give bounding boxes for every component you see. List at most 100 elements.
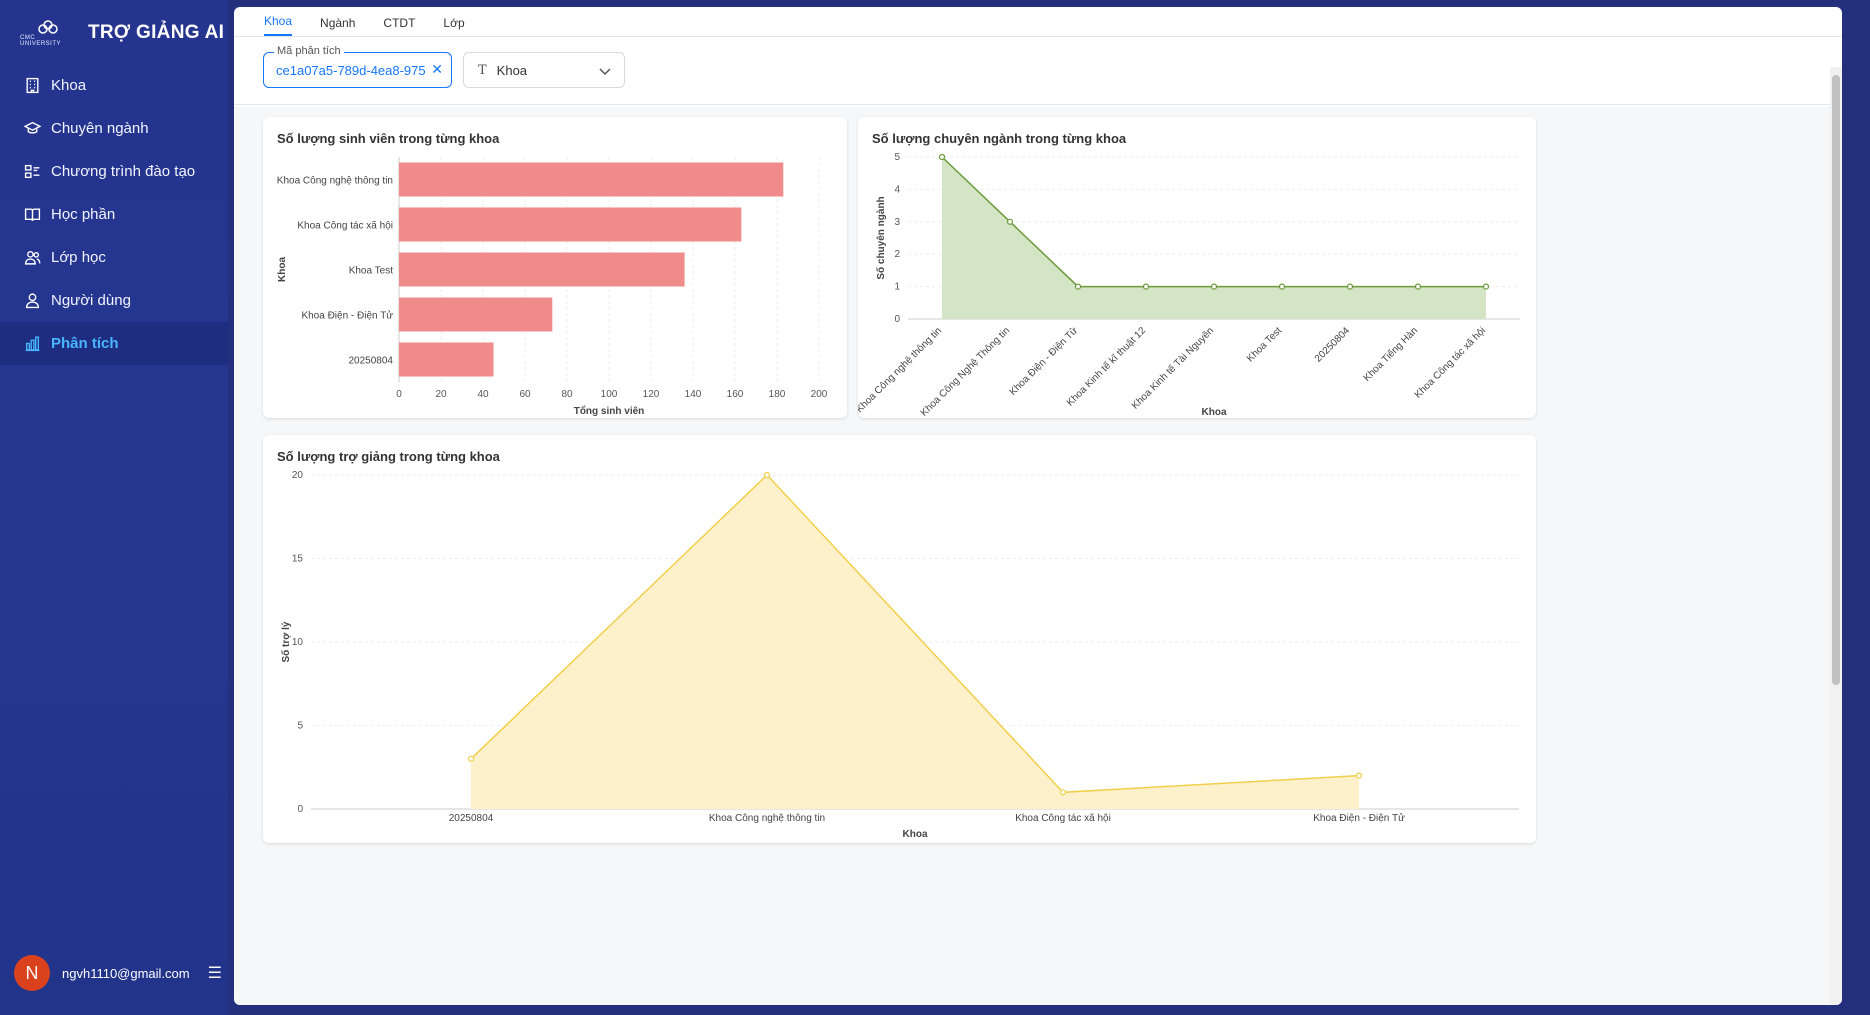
sidebar-item-label: Phân tích [51,335,119,352]
y-tick-label: Khoa Công tác xã hội [297,221,393,232]
data-point [1059,789,1067,796]
x-tick-label: Khoa Điện - Điện Tử [1007,324,1080,397]
sidebar-item-label: Lớp học [51,249,106,266]
brand: CMC UNIVERSITY TRỢ GIẢNG AI [20,18,224,48]
university-logo-icon: CMC UNIVERSITY [20,18,76,48]
tab-lop[interactable]: Lớp [443,16,465,30]
data-point [1278,283,1286,290]
tab-bar: Khoa Ngành CTDT Lớp [234,7,1842,37]
sidebar-item-phan-tich[interactable]: Phân tích [0,322,228,365]
clear-icon[interactable]: ✕ [431,61,443,77]
series-line [470,473,1360,794]
text-type-icon: T [478,62,487,78]
sidebar-item-label: Người dùng [51,292,131,309]
x-axis-label: Khoa [1202,407,1227,418]
sidebar-item-label: Chuyên ngành [51,120,149,137]
tab-ctdt[interactable]: CTDT [383,16,416,30]
y-axis-label: Khoa [277,257,288,282]
x-tick-label: 100 [601,389,618,400]
bar [399,162,784,197]
scrollbar[interactable] [1830,67,1842,1005]
area-fill [471,475,1359,809]
data-point [1210,283,1218,290]
sidebar-item-label: Học phần [51,206,116,223]
majors-chart-card: Số lượng chuyên ngành trong từng khoa 0 1… [858,117,1536,418]
x-axis-label: Khoa [903,829,928,840]
y-tick-label: 0 [297,804,303,815]
x-tick-label: Khoa Công tác xã hội [1015,813,1111,824]
sidebar-item-hoc-phan[interactable]: Học phần [0,193,228,236]
chart-title: Số lượng chuyên ngành trong từng khoa [872,131,1127,146]
x-tick-label: 20250804 [1313,325,1353,365]
analysis-id-input[interactable]: ce1a07a5-789d-4ea8-975 [276,63,426,78]
assistants-chart-card: Số lượng trợ giảng trong từng khoa 0 5 10 1… [263,435,1536,843]
x-tick-label: 60 [519,389,531,400]
book-icon [24,208,41,222]
y-tick-label: 15 [292,554,304,565]
app-title: TRỢ GIẢNG AI [88,22,225,43]
x-tick-label: 20 [435,389,447,400]
logo-text: CMC UNIVERSITY [20,34,62,47]
y-tick-label: 4 [894,184,900,195]
filter-bar: Mã phân tích ce1a07a5-789d-4ea8-975 ✕ T … [234,37,1842,105]
x-tick-label: 40 [477,389,489,400]
main-panel: Khoa Ngành CTDT Lớp Mã phân tích ce1a07a… [234,7,1842,1005]
data-point [1074,283,1082,290]
data-point [1006,218,1014,225]
x-axis-label: Tổng sinh viên [574,405,645,417]
user-profile[interactable]: N ngvh1110@gmail.com ☰ [14,955,222,991]
avatar[interactable]: N [14,955,50,991]
x-tick-label: 0 [396,389,402,400]
dashboard-content: Số lượng sinh viên trong từng khoa 0 20 40… [234,107,1842,1005]
data-point [938,153,946,161]
x-tick-label: Khoa Điện - Điện Tử [1313,812,1405,824]
bar [399,252,685,287]
sidebar-nav: Khoa Chuyên ngành Chương trình đào tạo H… [0,64,228,365]
x-tick-label: Khoa Tiếng Hàn [1361,325,1420,384]
analysis-id-label: Mã phân tích [274,45,344,57]
analysis-id-field[interactable]: Mã phân tích ce1a07a5-789d-4ea8-975 ✕ [263,45,452,88]
x-tick-label: 180 [769,389,786,400]
y-tick-label: 3 [894,217,900,228]
sidebar-item-chuong-trinh[interactable]: Chương trình đào tạo [0,150,228,193]
type-select[interactable]: T Khoa [463,52,625,88]
y-tick-label: 2 [894,249,900,260]
hamburger-menu-icon[interactable]: ☰ [207,965,222,982]
assistants-area-chart: 0 5 10 15 20 20250804 Khoa Công nghệ thông tin… [280,470,1519,840]
students-bar-chart: 0 20 40 60 80 100 120 140 160 180 200 Khoa Công ngh… [277,157,828,417]
tab-khoa[interactable]: Khoa [264,14,293,36]
sidebar-item-chuyen-nganh[interactable]: Chuyên ngành [0,107,228,150]
scrollbar-thumb[interactable] [1832,75,1840,685]
sidebar-item-nguoi-dung[interactable]: Người dùng [0,279,228,322]
x-tick-label: Khoa Test [1245,325,1284,364]
y-tick-label: 5 [894,152,900,163]
x-tick-label: 200 [811,389,828,400]
type-select-value: Khoa [496,62,528,78]
x-tick-label: Khoa Công nghệ thông tin [709,813,825,824]
data-point [1355,772,1363,779]
bar [399,297,553,332]
sidebar-item-lop-hoc[interactable]: Lớp học [0,236,228,279]
x-tick-label: 120 [643,389,660,400]
tab-nganh[interactable]: Ngành [320,16,356,30]
data-point [763,471,771,479]
y-axis-label: Số chuyên ngành [875,196,887,279]
bar-chart-icon [25,336,40,352]
x-tick-label: 140 [685,389,702,400]
users-icon [24,250,41,265]
data-point [1142,283,1150,290]
students-chart-card: Số lượng sinh viên trong từng khoa 0 20 40… [263,117,847,418]
sidebar-item-label: Khoa [51,77,87,94]
sidebar-item-label: Chương trình đào tạo [51,163,196,180]
y-tick-label: Khoa Test [349,266,394,277]
user-email: ngvh1110@gmail.com [62,965,190,981]
y-tick-label: 0 [894,314,900,325]
sidebar-item-khoa[interactable]: Khoa [0,64,228,107]
bar [399,207,742,242]
x-tick-label: 160 [727,389,744,400]
program-icon [24,164,40,179]
y-tick-label: 5 [297,721,303,732]
data-point [1414,283,1422,290]
chart-title: Số lượng trợ giảng trong từng khoa [277,449,500,464]
